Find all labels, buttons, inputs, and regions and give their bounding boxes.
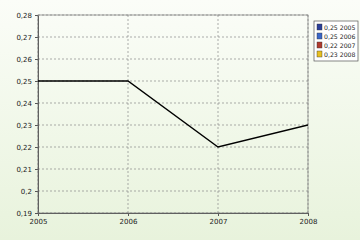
tick-mark	[35, 147, 38, 148]
background	[0, 0, 360, 240]
tick: 0,28	[16, 12, 38, 20]
tick: 2007	[210, 213, 228, 226]
y-axis: 0,19 0,2 0,21 0,22 0,23 0,24 0,25 0,26 0,27 0,28	[16, 12, 38, 218]
tick-label: 2006	[120, 218, 138, 226]
tick-mark	[38, 213, 39, 216]
tick: 2006	[120, 213, 138, 226]
tick: 2008	[300, 213, 318, 226]
tick-label: 0,22	[16, 144, 32, 152]
tick-label: 0,23	[16, 122, 32, 130]
tick-mark	[35, 81, 38, 82]
tick-label: 0,27	[16, 34, 32, 42]
grid-line	[218, 15, 219, 213]
tick-mark	[35, 103, 38, 104]
tick-label: 0,28	[16, 12, 32, 20]
grid	[38, 15, 308, 213]
grid-line	[38, 169, 308, 170]
tick-label: 0,26	[16, 56, 32, 64]
tick: 0,27	[16, 34, 38, 42]
tick-label: 2008	[300, 218, 318, 226]
legend-swatch	[317, 42, 322, 48]
legend-box	[314, 21, 358, 61]
grid-line	[38, 59, 308, 60]
tick-label: 0,21	[16, 166, 32, 174]
tick-label: 0,24	[16, 100, 32, 108]
tick: 0,25	[16, 78, 38, 86]
tick-mark	[35, 15, 38, 16]
legend-swatch	[317, 33, 322, 39]
tick: 0,19	[16, 210, 38, 218]
grid-line	[38, 103, 308, 104]
plot: 0,19 0,2 0,21 0,22 0,23 0,24 0,25 0,26 0,27 0,28 2…	[16, 12, 317, 226]
grid-line	[128, 15, 129, 213]
line	[38, 81, 308, 147]
tick-label: 2007	[210, 218, 228, 226]
tick-label: 0,19	[16, 210, 32, 218]
legend-label: 0,22 2007	[324, 42, 356, 49]
tick: 0,24	[16, 100, 38, 108]
tick: 0,23	[16, 122, 38, 130]
tick-mark	[218, 213, 219, 216]
tick-label: 0,2	[21, 188, 32, 196]
tick: 0,22	[16, 144, 38, 152]
tick-label: 2005	[30, 218, 48, 226]
data-layer	[38, 81, 308, 147]
tick-mark	[35, 125, 38, 126]
legend-swatch	[317, 51, 322, 57]
legend: 0,25 2005 0,25 2006 0,22 2007 0,23 2008	[314, 21, 358, 61]
tick-mark	[308, 213, 309, 216]
tick: 2005	[30, 213, 48, 226]
tick-mark	[35, 169, 38, 170]
tick-mark	[35, 59, 38, 60]
grid-line	[38, 191, 308, 192]
tick-mark	[35, 191, 38, 192]
plot-frame	[38, 15, 308, 213]
legend-swatch	[317, 24, 322, 30]
x-axis: 2005 2006 2007 2008	[30, 213, 318, 226]
grid-line	[38, 147, 308, 148]
grid-line	[38, 37, 308, 38]
tick-label: 0,25	[16, 78, 32, 86]
chart: 0,19 0,2 0,21 0,22 0,23 0,24 0,25 0,26 0,27 0,28 2…	[0, 0, 360, 240]
legend-label: 0,25 2005	[324, 24, 356, 31]
tick: 0,26	[16, 56, 38, 64]
tick-mark	[35, 213, 38, 214]
tick-mark	[35, 37, 38, 38]
legend-label: 0,25 2006	[324, 33, 356, 40]
tick-mark	[128, 213, 129, 216]
tick: 0,2	[21, 188, 38, 196]
grid-line	[38, 125, 308, 126]
tick: 0,21	[16, 166, 38, 174]
legend-label: 0,23 2008	[324, 51, 356, 58]
